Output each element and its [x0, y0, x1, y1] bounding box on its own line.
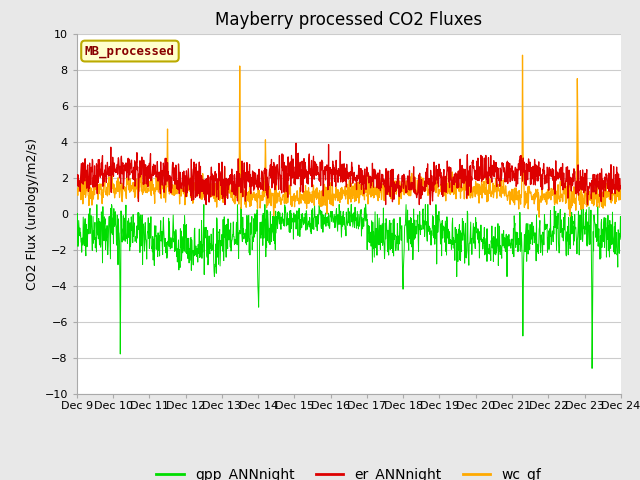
Title: Mayberry processed CO2 Fluxes: Mayberry processed CO2 Fluxes — [215, 11, 483, 29]
Text: MB_processed: MB_processed — [85, 44, 175, 58]
Y-axis label: CO2 Flux (urology/m2/s): CO2 Flux (urology/m2/s) — [26, 138, 39, 289]
Legend: gpp_ANNnight, er_ANNnight, wc_gf: gpp_ANNnight, er_ANNnight, wc_gf — [150, 462, 547, 480]
